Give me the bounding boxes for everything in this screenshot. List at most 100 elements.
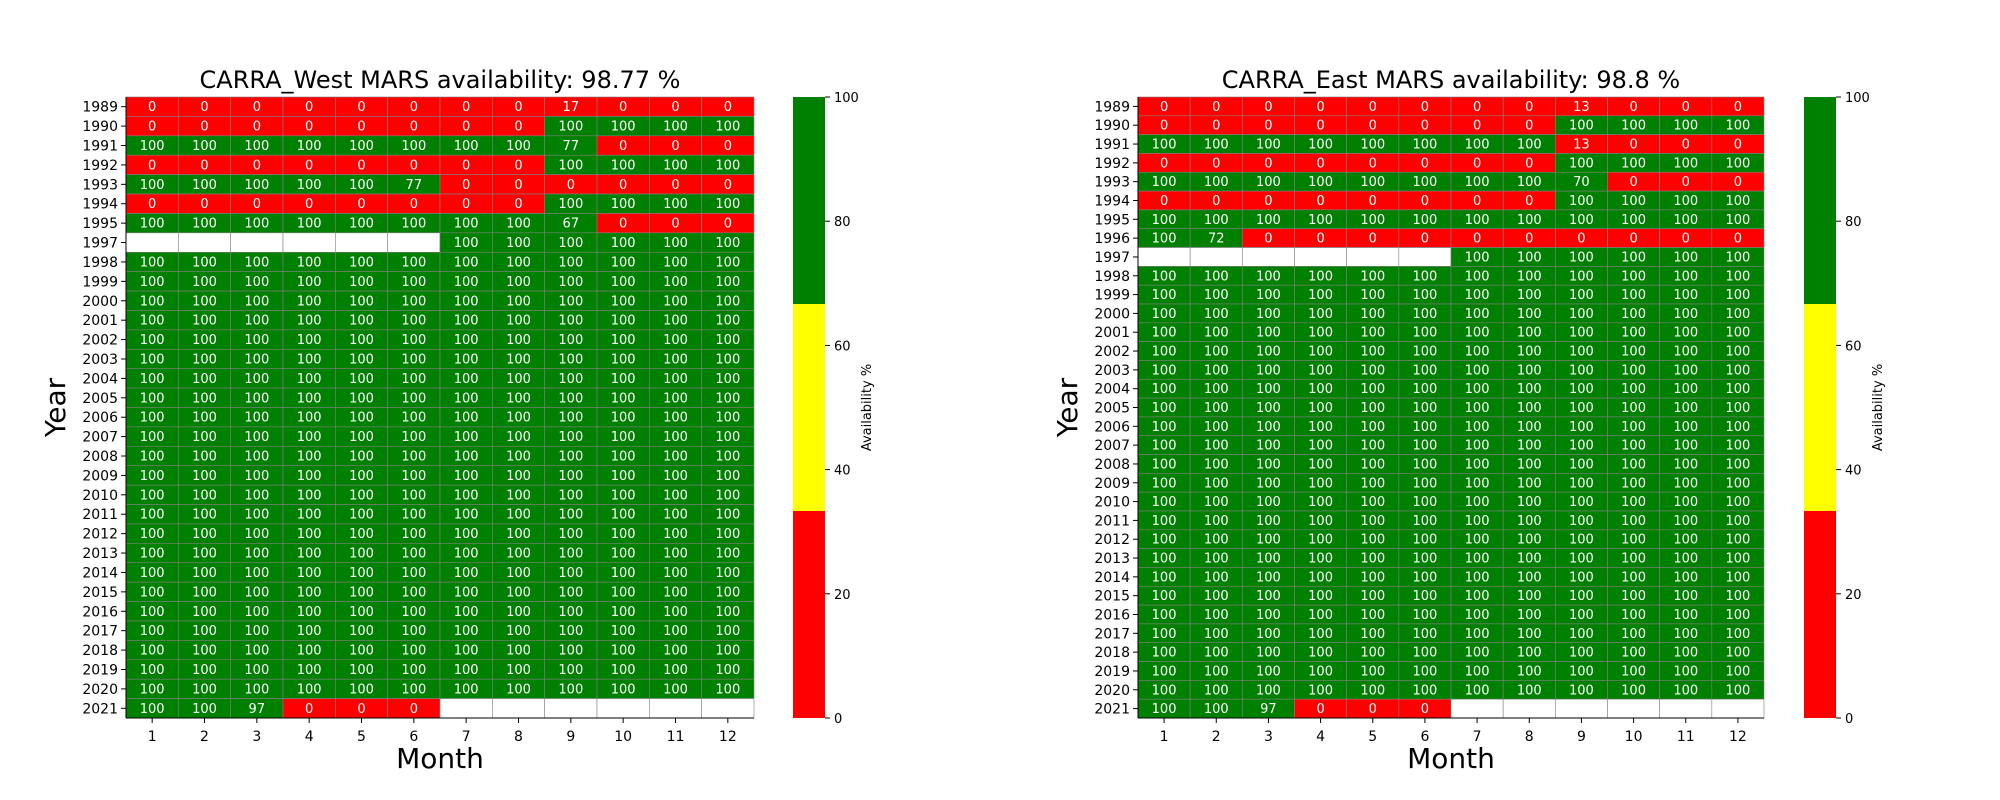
cell-value-label: 100 — [244, 644, 269, 659]
cell-value-label: 0 — [200, 120, 208, 135]
cell-value-label: 100 — [1673, 269, 1698, 284]
cell-value-label: 100 — [192, 314, 217, 329]
cell-value-label: 100 — [1673, 589, 1698, 604]
cell-value-label: 100 — [349, 217, 374, 232]
cell-value-label: 100 — [244, 275, 269, 290]
y-tick-label: 2004 — [82, 371, 118, 387]
cell-value-label: 100 — [454, 275, 479, 290]
cell-value-label: 0 — [1682, 232, 1690, 247]
cell-value-label: 100 — [1413, 457, 1438, 472]
cell-value-label: 100 — [558, 333, 583, 348]
cell-value-label: 0 — [1212, 156, 1220, 171]
cell-value-label: 100 — [558, 663, 583, 678]
cell-value-label: 100 — [506, 547, 531, 562]
colorbar-tick-label: 100 — [834, 91, 859, 106]
cell-value-label: 0 — [305, 702, 313, 717]
cell-value-label: 0 — [200, 100, 208, 115]
cell-value-label: 0 — [1316, 702, 1324, 717]
cell-value-label: 100 — [715, 469, 740, 484]
cell-value-label: 100 — [1204, 683, 1229, 698]
cell-value-label: 100 — [1465, 439, 1490, 454]
cell-value-label: 100 — [1465, 664, 1490, 679]
cell-value-label: 100 — [349, 294, 374, 309]
cell-value-label: 100 — [454, 566, 479, 581]
cell-value-label: 0 — [305, 120, 313, 135]
cell-value-label: 100 — [506, 275, 531, 290]
cell-value-label: 100 — [244, 314, 269, 329]
cell-value-label: 0 — [1160, 100, 1168, 115]
cell-value-label: 100 — [1673, 119, 1698, 134]
heatmap-cell — [335, 232, 388, 253]
cell-value-label: 100 — [1517, 457, 1542, 472]
cell-value-label: 100 — [1465, 627, 1490, 642]
cell-value-label: 100 — [1152, 345, 1177, 360]
cell-value-label: 100 — [454, 624, 479, 639]
cell-value-label: 100 — [1465, 307, 1490, 322]
carra-east-panel: CARRA_East MARS availability: 98.8 %0 0 0 0… — [1051, 66, 1886, 775]
cell-value-label: 100 — [297, 644, 322, 659]
cell-value-label: 100 — [1413, 664, 1438, 679]
colorbar-tick-label: 60 — [834, 339, 851, 354]
x-tick-label: 10 — [1625, 729, 1643, 745]
cell-value-label: 100 — [140, 275, 165, 290]
cell-value-label: 100 — [1726, 382, 1751, 397]
y-tick-label: 2015 — [1094, 589, 1130, 605]
cell-value-label: 100 — [1413, 608, 1438, 623]
cell-value-label: 100 — [1569, 514, 1594, 529]
cell-value-label: 0 — [1473, 100, 1481, 115]
cell-value-label: 100 — [454, 372, 479, 387]
x-tick-label: 1 — [1160, 729, 1169, 745]
heatmap-cell — [1294, 247, 1347, 267]
y-tick-label: 1989 — [1094, 99, 1130, 115]
cell-value-label: 100 — [1621, 608, 1646, 623]
cell-value-label: 0 — [1525, 232, 1533, 247]
cell-value-label: 0 — [619, 217, 627, 232]
cell-value-label: 100 — [1256, 175, 1281, 190]
cell-value-label: 0 — [514, 197, 522, 212]
cell-value-label: 0 — [1212, 194, 1220, 209]
cell-value-label: 100 — [1204, 213, 1229, 228]
cell-value-label: 100 — [1517, 570, 1542, 585]
y-tick-label: 1991 — [1094, 137, 1130, 153]
x-tick-label: 6 — [1420, 729, 1429, 745]
cell-value-label: 100 — [1569, 627, 1594, 642]
cell-value-label: 100 — [1517, 533, 1542, 548]
cell-value-label: 100 — [663, 682, 688, 697]
cell-value-label: 100 — [349, 605, 374, 620]
cell-value-label: 0 — [410, 197, 418, 212]
cell-value-label: 100 — [1726, 589, 1751, 604]
cell-value-label: 100 — [349, 469, 374, 484]
cell-value-label: 100 — [1465, 552, 1490, 567]
cell-value-label: 100 — [715, 391, 740, 406]
y-tick-label: 1992 — [82, 158, 118, 174]
cell-value-label: 100 — [1152, 570, 1177, 585]
cell-value-label: 100 — [611, 158, 636, 173]
cell-value-label: 0 — [462, 197, 470, 212]
cell-value-label: 100 — [244, 411, 269, 426]
cell-value-label: 100 — [297, 255, 322, 270]
cell-value-label: 100 — [1308, 401, 1333, 416]
cell-value-label: 100 — [558, 624, 583, 639]
cell-value-label: 100 — [1256, 401, 1281, 416]
colorbar-tick-label: 0 — [834, 712, 842, 727]
cell-value-label: 100 — [140, 217, 165, 232]
cell-value-label: 100 — [401, 217, 426, 232]
cell-value-label: 100 — [1569, 420, 1594, 435]
cell-value-label: 100 — [611, 547, 636, 562]
cell-value-label: 100 — [244, 663, 269, 678]
cell-value-label: 0 — [1473, 119, 1481, 134]
cell-value-label: 100 — [192, 430, 217, 445]
cell-value-label: 100 — [1621, 589, 1646, 604]
cell-value-label: 100 — [192, 488, 217, 503]
cell-value-label: 100 — [1360, 514, 1385, 529]
y-tick-label: 2003 — [82, 352, 118, 368]
cell-value-label: 100 — [349, 682, 374, 697]
cell-value-label: 100 — [1517, 326, 1542, 341]
cell-value-label: 100 — [1726, 495, 1751, 510]
cell-value-label: 100 — [663, 294, 688, 309]
cell-value-label: 100 — [663, 197, 688, 212]
cell-value-label: 0 — [357, 120, 365, 135]
cell-value-label: 100 — [1360, 683, 1385, 698]
cell-value-label: 67 — [563, 217, 580, 232]
cell-value-label: 100 — [454, 469, 479, 484]
